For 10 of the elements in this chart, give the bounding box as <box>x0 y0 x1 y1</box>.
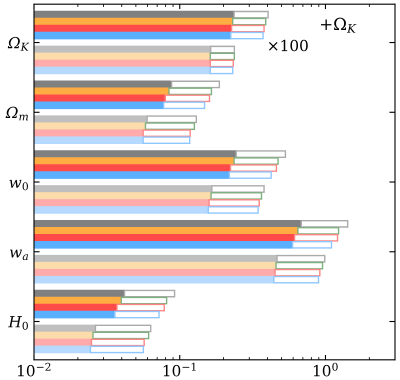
x-tick-label: 10$^{0}$ <box>314 362 338 376</box>
y-tick-label: Ω$_{m}$ <box>6 106 28 120</box>
y-tick-label: w$_{0}$ <box>10 180 28 190</box>
annotation: ×100 <box>268 40 308 52</box>
x-tick-label: 10$^{−2}$ <box>18 362 50 376</box>
y-tick-label: w$_{a}$ <box>10 250 28 260</box>
y-tick-label: Ω$_{K}$ <box>8 36 30 51</box>
y-tick-label: H$_{0}$ <box>8 316 28 330</box>
annotation: +Ω$_{K}$ <box>320 18 356 33</box>
x-tick-label: 10$^{−1}$ <box>164 362 196 376</box>
